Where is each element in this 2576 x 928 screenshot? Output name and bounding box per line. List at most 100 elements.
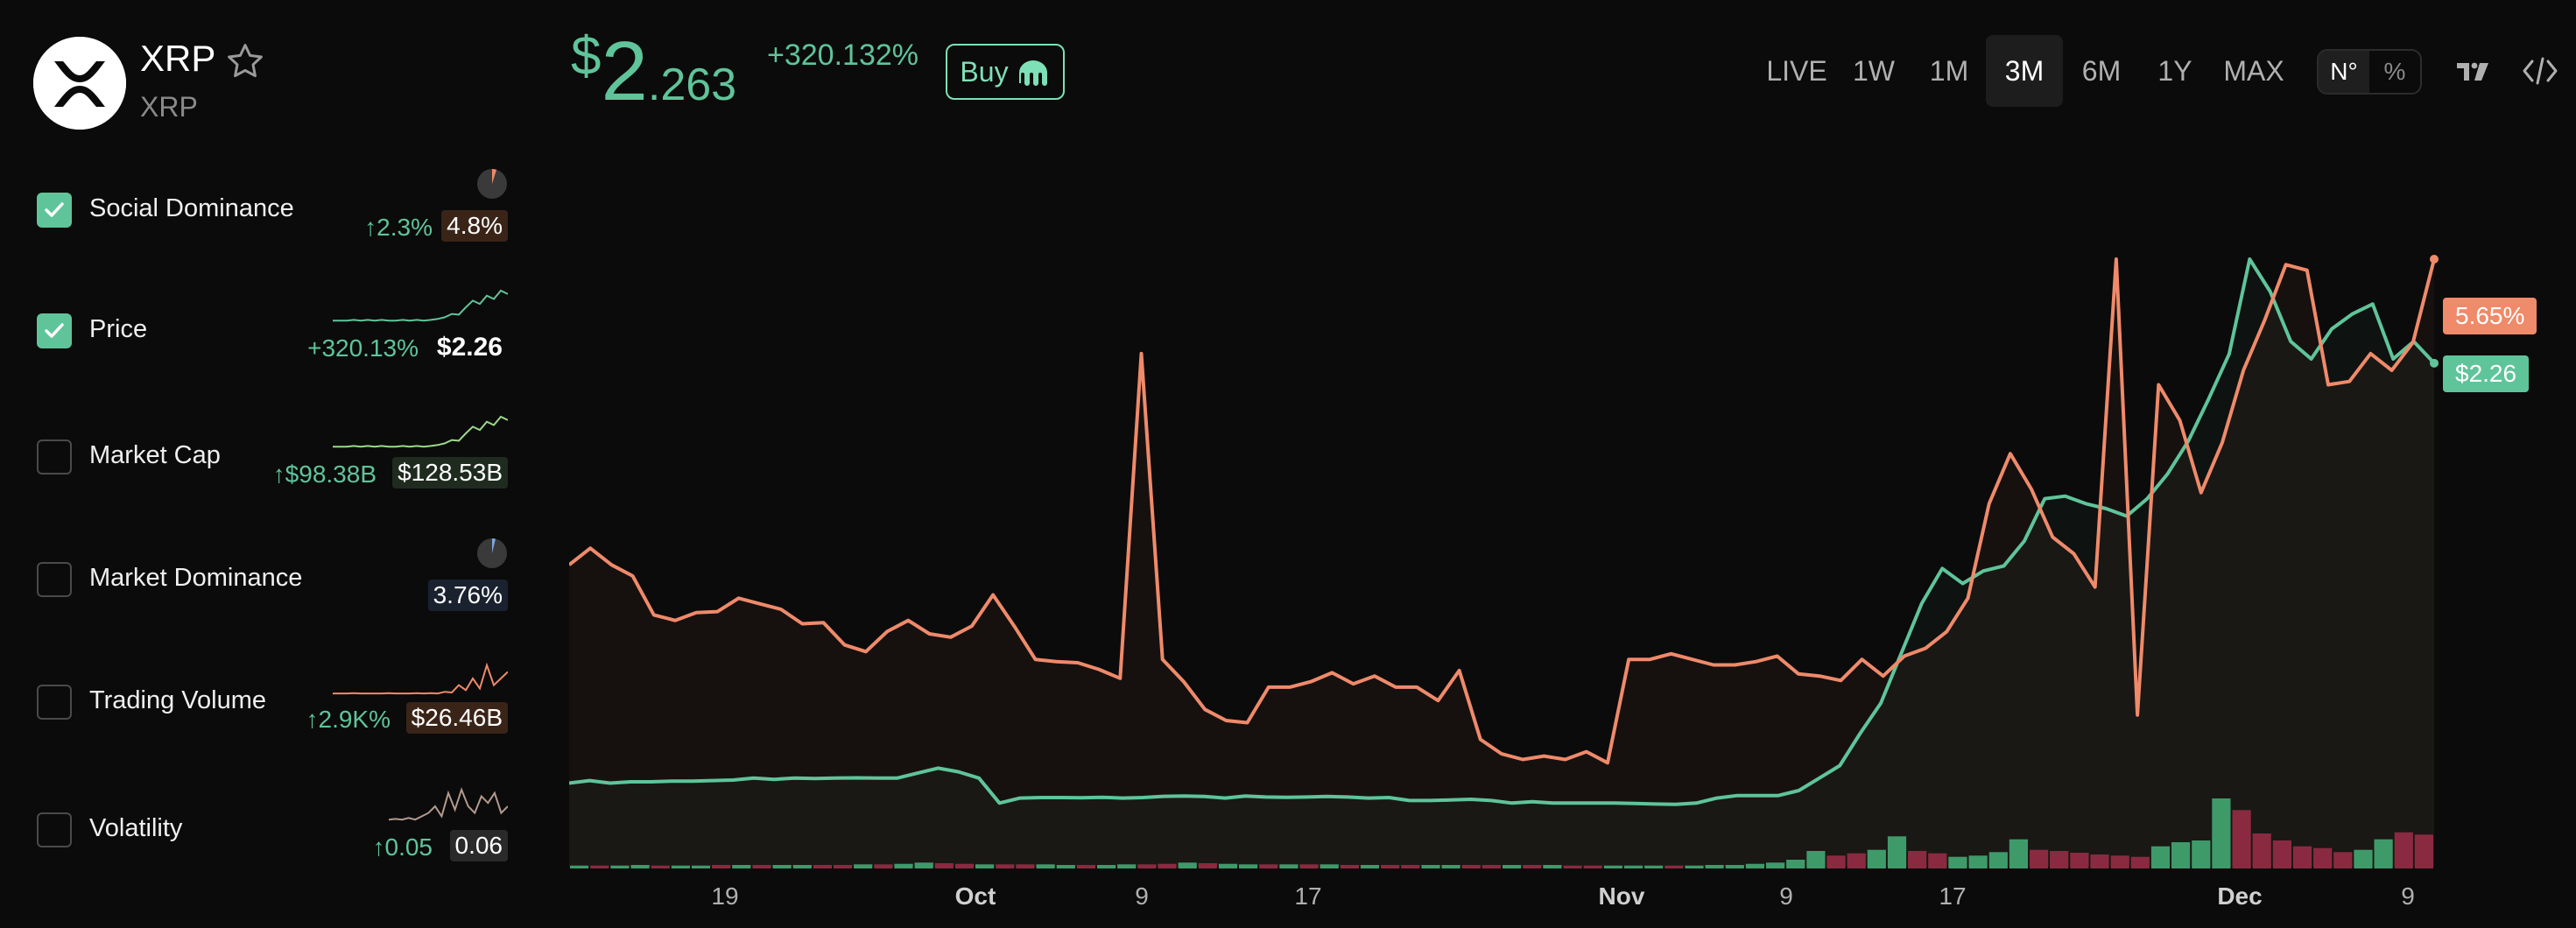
price-social-chart[interactable] xyxy=(569,210,2452,884)
volume-bar xyxy=(1725,865,1744,868)
metric-label[interactable]: Social Dominance xyxy=(89,194,294,222)
volume-bar xyxy=(1198,863,1217,868)
volume-bar xyxy=(954,863,975,868)
tradingview-icon[interactable] xyxy=(2455,58,2490,84)
scale-percent-option[interactable]: % xyxy=(2383,58,2406,85)
price-end-dot xyxy=(2430,358,2439,368)
volume-bar xyxy=(1745,863,1764,868)
volume-bar xyxy=(2374,839,2393,868)
volume-bar xyxy=(2150,846,2171,868)
volume-bar xyxy=(671,865,690,868)
volume-bar xyxy=(1461,865,1481,868)
metric-checkbox[interactable] xyxy=(37,313,72,348)
volume-bar xyxy=(1665,865,1684,868)
volume-bar xyxy=(2192,840,2211,868)
metric-label[interactable]: Trading Volume xyxy=(89,686,267,714)
metric-sparkline xyxy=(333,415,508,448)
volume-bar xyxy=(1705,865,1724,868)
metric-row-trading-volume[interactable]: Trading Volume ↑2.9K% $26.46B xyxy=(35,662,508,762)
scale-toggle: N° % xyxy=(2317,49,2422,95)
volume-bar xyxy=(2272,840,2291,868)
volume-bar xyxy=(1543,865,1562,868)
volume-bar xyxy=(1847,853,1866,868)
volume-bar xyxy=(772,865,792,868)
metric-sparkline xyxy=(333,662,508,695)
volume-bar xyxy=(1928,853,1947,868)
star-icon[interactable] xyxy=(224,40,266,82)
scale-normal-option[interactable]: N° xyxy=(2319,51,2369,93)
metric-checkbox[interactable] xyxy=(37,685,72,720)
volume-bar xyxy=(1766,862,1785,868)
volume-bar xyxy=(996,864,1015,868)
volume-bar xyxy=(1644,865,1664,868)
metric-sparkline xyxy=(333,289,508,322)
metric-value: $26.46B xyxy=(405,702,508,734)
volume-bar xyxy=(1482,865,1501,868)
tab-live[interactable]: LIVE xyxy=(1766,54,1827,87)
volume-bar xyxy=(1826,855,1846,868)
embed-code-icon[interactable] xyxy=(2522,54,2558,88)
tab-1m[interactable]: 1M xyxy=(1929,54,1969,87)
metric-change: ↑0.05 xyxy=(372,833,433,861)
volume-bar xyxy=(1137,864,1157,868)
volume-bar xyxy=(1441,865,1460,868)
metric-row-market-dominance[interactable]: Market Dominance 3.76% xyxy=(35,538,508,639)
volume-bar xyxy=(1685,865,1704,868)
price-currency: $ xyxy=(571,26,602,87)
buy-button[interactable]: Buy xyxy=(946,44,1065,100)
metric-label[interactable]: Volatility xyxy=(89,814,183,842)
asset-name: XRP xyxy=(140,38,216,79)
volume-bar xyxy=(2050,851,2069,868)
volume-bar xyxy=(630,865,650,868)
price-line xyxy=(569,257,2436,806)
metric-value: $2.26 xyxy=(436,333,503,362)
metric-checkbox[interactable] xyxy=(37,439,72,475)
volume-bar xyxy=(2232,810,2251,868)
asset-symbol: XRP xyxy=(140,91,198,123)
metric-value: $128.53B xyxy=(392,457,508,489)
metric-checkbox[interactable] xyxy=(37,812,72,847)
metric-label[interactable]: Market Dominance xyxy=(89,564,303,592)
tab-1y[interactable]: 1Y xyxy=(2157,54,2192,87)
volume-bar xyxy=(2292,846,2312,868)
volume-bar xyxy=(834,865,853,868)
volume-bar xyxy=(691,865,711,868)
tab-6m[interactable]: 6M xyxy=(2081,54,2122,87)
price-integer: 2 xyxy=(601,25,648,118)
check-icon xyxy=(45,202,64,217)
metric-label[interactable]: Market Cap xyxy=(89,441,221,469)
volume-bar xyxy=(2414,834,2433,868)
tab-max[interactable]: MAX xyxy=(2223,54,2284,87)
volume-bar xyxy=(874,864,893,868)
social-dominance-area xyxy=(569,259,2434,867)
metric-row-price[interactable]: Price +320.13% $2.26 xyxy=(35,289,508,390)
metric-row-social-dominance[interactable]: Social Dominance ↑2.3% 4.8% xyxy=(35,169,508,270)
volume-bar xyxy=(1158,863,1177,868)
metric-change: ↑2.9K% xyxy=(306,706,391,733)
volume-bar xyxy=(1401,865,1420,868)
volume-bar xyxy=(1279,864,1299,868)
x-tick-label: 9 xyxy=(1135,882,1149,910)
volume-bar xyxy=(1239,864,1258,868)
volume-bar xyxy=(813,865,832,868)
tab-1w[interactable]: 1W xyxy=(1853,54,1895,87)
dominance-pie-icon xyxy=(477,169,507,199)
x-tick-label: Oct xyxy=(954,882,996,910)
metric-label[interactable]: Price xyxy=(89,315,148,343)
metric-checkbox[interactable] xyxy=(37,562,72,597)
volume-bar xyxy=(1320,864,1339,868)
x-tick-label: 19 xyxy=(711,882,739,910)
volume-bar xyxy=(1381,865,1400,868)
volume-bar xyxy=(610,865,630,868)
volume-bar xyxy=(1603,865,1622,868)
metric-sparkline xyxy=(389,787,508,821)
metric-checkbox[interactable] xyxy=(37,193,72,228)
metric-row-volatility[interactable]: Volatility ↑0.05 0.06 xyxy=(35,787,508,889)
tab-3m[interactable]: 3M xyxy=(1986,35,2063,107)
metric-change: +320.13% xyxy=(307,334,419,362)
volume-bar xyxy=(1988,852,2008,868)
volume-bar xyxy=(651,865,670,868)
metric-row-market-cap[interactable]: Market Cap ↑$98.38B $128.53B xyxy=(35,415,508,517)
volume-bar xyxy=(1360,865,1380,868)
metric-value: 3.76% xyxy=(427,580,508,611)
